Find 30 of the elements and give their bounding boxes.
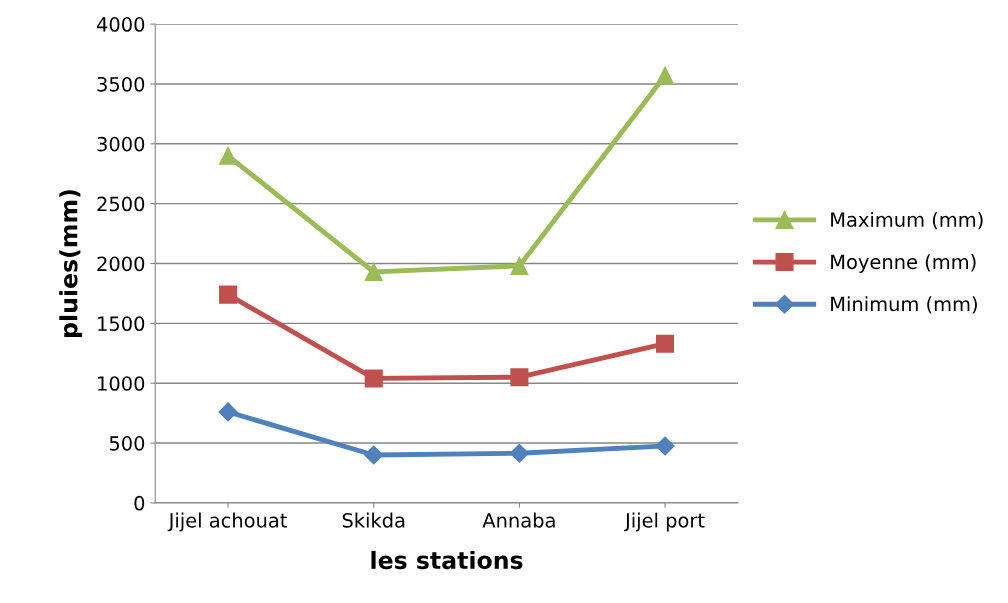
x-tick-label: Annaba	[482, 512, 555, 528]
point	[219, 285, 238, 304]
y-tick-label: 2500	[97, 196, 145, 212]
y-tick-label: 1000	[98, 376, 145, 391]
legend-label: Moyenne (mm)	[831, 254, 976, 273]
x-axis-title: les stations	[371, 550, 523, 570]
point	[364, 369, 383, 388]
point	[509, 443, 529, 463]
y-tick-label: 3000	[97, 136, 145, 152]
legend-label: Maximum (mm)	[831, 211, 983, 230]
x-tick-label: Jijel port	[624, 512, 705, 532]
y-tick-label: 4000	[96, 17, 145, 32]
y-tick-label: 0	[134, 495, 145, 511]
point	[218, 402, 238, 422]
point	[655, 436, 675, 456]
point	[510, 256, 529, 275]
y-tick-label: 500	[109, 436, 145, 451]
point	[219, 146, 238, 165]
point	[655, 66, 675, 85]
point	[364, 445, 384, 465]
x-tick-label: Jijel achouat	[167, 512, 287, 532]
point	[655, 334, 675, 353]
point	[364, 262, 383, 281]
point	[510, 368, 529, 387]
y-tick-label: 2000	[97, 256, 145, 272]
y-tick-label: 3500	[97, 76, 145, 92]
y-axis-title: pluies(mm)	[59, 190, 83, 337]
y-tick-label: 1500	[98, 316, 145, 332]
x-tick-label: Skikda	[342, 512, 405, 528]
legend-label: Minimum (mm)	[831, 296, 977, 314]
